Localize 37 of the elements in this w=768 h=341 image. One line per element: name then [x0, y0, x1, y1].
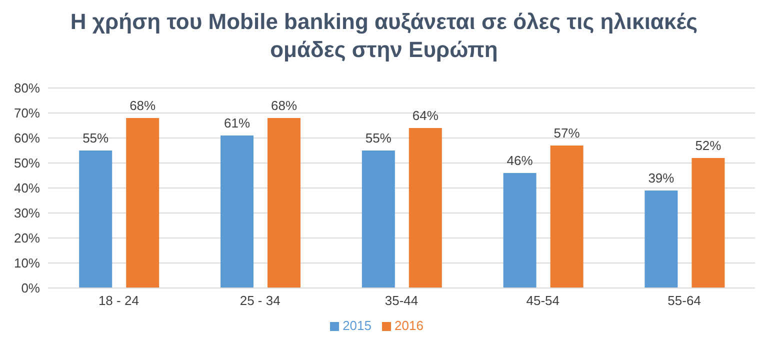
bar	[550, 146, 584, 288]
x-tick-label: 18 - 24	[98, 293, 139, 308]
y-tick-label: 50%	[14, 156, 40, 171]
x-tick-label: 45-54	[526, 293, 560, 308]
bar	[220, 136, 254, 288]
y-tick-label: 10%	[14, 256, 40, 271]
data-label: 64%	[412, 108, 439, 123]
y-tick-label: 30%	[14, 206, 40, 221]
legend-label: 2016	[394, 318, 424, 333]
data-label: 52%	[695, 138, 722, 153]
y-tick-label: 20%	[14, 230, 40, 246]
data-label: 57%	[554, 126, 580, 140]
y-tick-label: 0%	[21, 280, 40, 296]
x-tick-label: 35-44	[384, 293, 418, 308]
bar	[126, 118, 160, 288]
data-label: 39%	[648, 170, 675, 186]
x-tick-label: 55-64	[668, 293, 701, 308]
bar	[503, 173, 536, 288]
bar	[408, 128, 442, 288]
data-label: 55%	[365, 130, 392, 146]
bar	[362, 150, 395, 288]
y-tick-label: 80%	[14, 80, 40, 96]
bar	[692, 158, 725, 288]
y-tick-label: 70%	[14, 106, 40, 121]
y-tick-label: 60%	[14, 130, 40, 146]
bar	[268, 118, 301, 288]
data-label: 55%	[82, 130, 110, 146]
data-label: 68%	[270, 98, 298, 113]
bar	[644, 190, 678, 288]
data-label: 61%	[224, 116, 250, 130]
chart-title: Η χρήση του Mobile banking αυξάνεται σε όλες τις ηλικιακές ομάδες στην Ευρώπη	[69, 8, 699, 64]
data-label: 68%	[130, 98, 156, 113]
y-tick-label: 40%	[14, 180, 40, 196]
data-label: 46%	[506, 153, 534, 168]
x-tick-label: 25 - 34	[240, 293, 280, 308]
bar	[79, 150, 112, 288]
legend-label: 2015	[342, 318, 372, 333]
